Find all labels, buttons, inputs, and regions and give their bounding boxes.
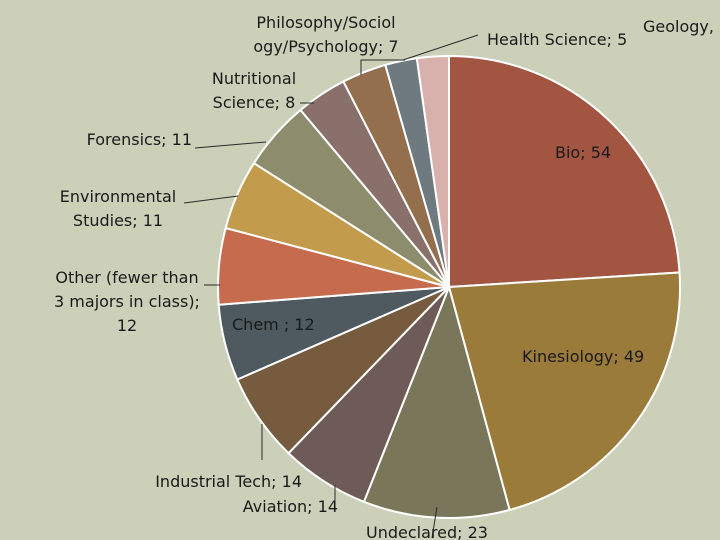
leader-line-environmental-studies	[183, 195, 239, 204]
slice-label-health-science: Health Science; 5	[487, 30, 627, 49]
leader-line-forensics	[194, 141, 267, 149]
slice-label-line: Industrial Tech; 14	[155, 472, 302, 491]
slice-label-line: Science; 8	[213, 93, 296, 112]
slice-label-environmental-studies: Environmental Studies; 11	[60, 187, 176, 230]
slice-label-line: 12	[117, 316, 137, 335]
slice-label-line: ogy/Psychology; 7	[253, 37, 398, 56]
pie-slice-bio	[448, 55, 681, 288]
slice-label-line: Undeclared; 23	[366, 523, 488, 540]
pie-slices	[217, 55, 681, 520]
slice-label-line: Bio; 54	[555, 143, 611, 162]
pie-slice-undeclared	[362, 286, 511, 520]
pie-slice-kinesiology	[448, 271, 681, 511]
slice-label-line: Kinesiology; 49	[522, 347, 644, 366]
slice-label-line: Chem ; 12	[232, 315, 315, 334]
slice-label-line: Forensics; 11	[87, 130, 192, 149]
slice-label-other-fewer-than-3-majors-in-class: Other (fewer than 3 majors in class); 12	[54, 268, 200, 335]
slice-label-line: Geology,	[643, 17, 714, 36]
slice-label-line: Philosophy/Sociol	[256, 13, 395, 32]
leader-lines	[183, 34, 479, 539]
leader-line-undeclared	[431, 506, 438, 539]
slice-label-aviation: Aviation; 14	[243, 497, 338, 516]
slice-label-bio: Bio; 54	[555, 143, 611, 162]
slice-label-line: Health Science; 5	[487, 30, 627, 49]
slice-label-chem: Chem ; 12	[232, 315, 315, 334]
slice-label-undeclared: Undeclared; 23	[366, 523, 488, 540]
slice-label-line: 3 majors in class);	[54, 292, 200, 311]
slice-label-line: Environmental	[60, 187, 176, 206]
slice-label-kinesiology: Kinesiology; 49	[522, 347, 644, 366]
slice-label-geology: Geology,	[643, 17, 714, 36]
slice-labels: Bio; 54 Kinesiology; 49 Undeclared; 23 Avia…	[54, 13, 714, 540]
pie-slice-geology	[415, 55, 450, 288]
slice-label-line: Studies; 11	[73, 211, 163, 230]
slice-label-forensics: Forensics; 11	[87, 130, 192, 149]
slice-label-line: Other (fewer than	[55, 268, 198, 287]
slice-label-industrial-tech: Industrial Tech; 14	[155, 472, 302, 491]
slice-label-line: Nutritional	[212, 69, 296, 88]
slice-label-philosophy-sociology-psychology: Philosophy/Sociol ogy/Psychology; 7	[253, 13, 398, 56]
slice-label-nutritional-science: Nutritional Science; 8	[212, 69, 296, 112]
leader-line-philosophy-sociology-psychology	[360, 59, 405, 75]
slice-label-line: Aviation; 14	[243, 497, 338, 516]
leader-line-health-science	[402, 34, 479, 61]
